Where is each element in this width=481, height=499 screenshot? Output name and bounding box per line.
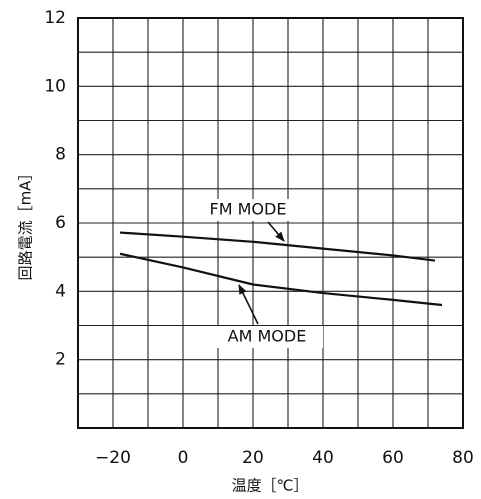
y-tick-label: 12 bbox=[44, 8, 66, 28]
data-line bbox=[119, 231, 436, 262]
x-tick-label: 0 bbox=[178, 448, 189, 468]
y-tick-label: 8 bbox=[55, 145, 66, 165]
annotation-bg bbox=[192, 199, 304, 221]
y-tick-label: 6 bbox=[55, 213, 66, 233]
annotation-arrow bbox=[238, 284, 259, 325]
annotation: FM MODE bbox=[210, 200, 287, 219]
annotation-bg bbox=[211, 326, 323, 348]
y-axis-label: 回路電流［mA］ bbox=[17, 166, 35, 281]
y-tick-label: 4 bbox=[55, 281, 66, 301]
x-tick-label: 60 bbox=[382, 448, 404, 468]
y-tick-label: 10 bbox=[44, 76, 66, 96]
x-tick-label: 20 bbox=[242, 448, 264, 468]
plot-frame bbox=[77, 17, 464, 429]
x-tick-label: −20 bbox=[95, 448, 131, 468]
data-line bbox=[119, 252, 443, 307]
x-tick-label: 40 bbox=[312, 448, 334, 468]
annotation-arrow bbox=[267, 221, 285, 242]
annotation: AM MODE bbox=[228, 327, 307, 346]
y-tick-label: 2 bbox=[55, 350, 66, 370]
x-axis-label: 温度［℃］ bbox=[232, 477, 309, 495]
x-tick-label: 80 bbox=[452, 448, 474, 468]
